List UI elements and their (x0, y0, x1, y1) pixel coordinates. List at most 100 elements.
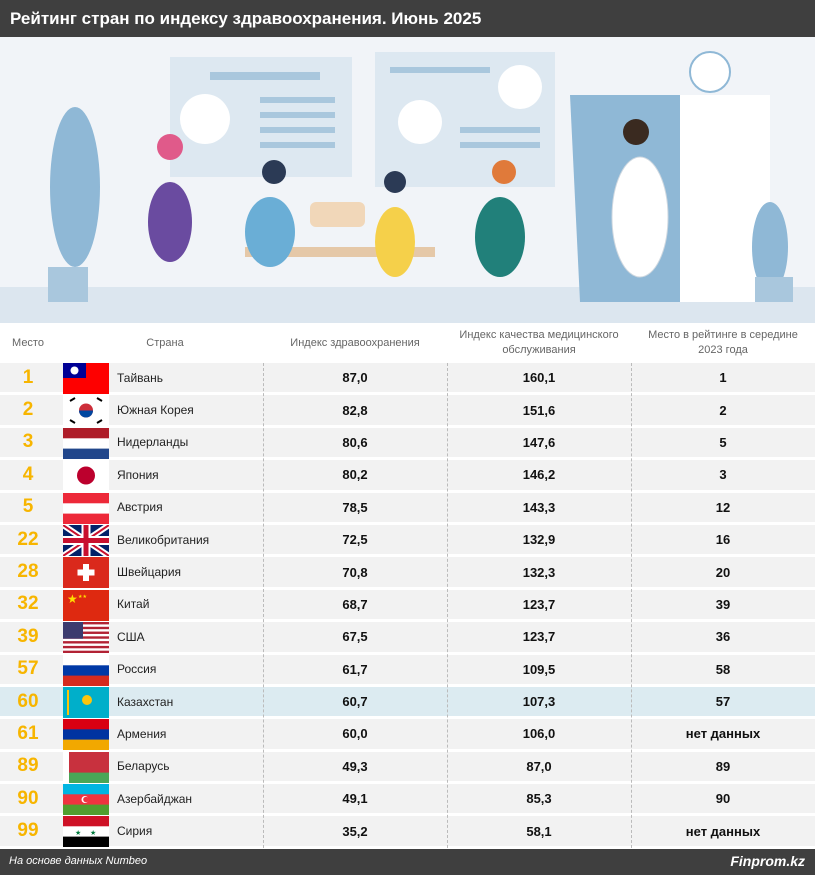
country-name: Азербайджан (117, 791, 193, 806)
column-divider (263, 363, 264, 848)
svg-text:★★: ★★ (78, 594, 87, 600)
table-row: 57 Россия 61,7 109,5 58 (0, 654, 815, 687)
table-row: 61 Армения 60,0 106,0 нет данных (0, 719, 815, 752)
header-country: Страна (146, 336, 184, 349)
japan-flag-icon (63, 460, 109, 492)
usa-flag-icon (63, 622, 109, 654)
country-name: Япония (117, 467, 159, 482)
prev-rank: нет данных (685, 726, 761, 742)
table-row: 60 Казахстан 60,7 107,3 57 (0, 686, 815, 720)
switzerland-flag-icon (63, 557, 109, 589)
quality-index: 146,2 (522, 467, 556, 483)
footer: На основе данных Numbeo Finprom.kz (0, 849, 815, 875)
rank: 22 (17, 528, 39, 550)
quality-index: 132,3 (522, 564, 556, 580)
table-row: 3 Нидерланды 80,6 147,6 5 (0, 427, 815, 461)
country-name: Швейцария (117, 565, 182, 580)
table-row: 2 Южная Корея 82,8 151,6 2 (0, 395, 815, 428)
quality-index: 107,3 (522, 694, 556, 710)
prev-rank: 12 (715, 499, 731, 515)
health-index: 80,6 (342, 434, 368, 450)
health-index: 78,5 (342, 499, 368, 515)
table-row: 89 Беларусь 49,3 87,0 89 (0, 751, 815, 785)
rank: 99 (17, 820, 39, 842)
health-index: 49,1 (342, 791, 368, 807)
svg-text:★: ★ (90, 829, 96, 837)
brand-logo: Finprom.kz (730, 853, 805, 869)
quality-index: 160,1 (522, 370, 556, 386)
country-name: Тайвань (117, 370, 163, 385)
kazakhstan-flag-icon (63, 686, 109, 718)
rank: 89 (17, 755, 39, 777)
source-note: На основе данных Numbeo (9, 855, 148, 867)
rank: 57 (17, 658, 39, 680)
quality-index: 147,6 (522, 434, 556, 450)
health-index: 70,8 (342, 564, 368, 580)
health-index: 72,5 (342, 532, 368, 548)
table-row: 28 Швейцария 70,8 132,3 20 (0, 557, 815, 590)
country-name: Россия (117, 662, 157, 677)
quality-index: 123,7 (522, 629, 556, 645)
rank: 90 (17, 787, 39, 809)
rank: 32 (17, 593, 39, 615)
prev-rank: 36 (715, 629, 731, 645)
rank: 61 (17, 722, 39, 744)
prev-rank: 3 (719, 467, 727, 483)
svg-text:★: ★ (67, 592, 78, 606)
health-index: 82,8 (342, 402, 368, 418)
table-row: 4 Япония 80,2 146,2 3 (0, 460, 815, 493)
column-divider (631, 363, 632, 848)
table-row: 5 Австрия 78,5 143,3 12 (0, 492, 815, 525)
column-divider (447, 363, 448, 848)
prev-rank: 5 (719, 434, 727, 450)
svg-text:★: ★ (75, 829, 81, 837)
country-name: Нидерланды (117, 435, 189, 450)
quality-index: 106,0 (522, 726, 556, 742)
prev-rank: 89 (715, 758, 731, 774)
rank: 3 (22, 431, 34, 453)
table-row: 99 ★ ★ Сирия 35,2 58,1 нет данных (0, 816, 815, 849)
prev-rank: 58 (715, 661, 731, 677)
quality-index: 87,0 (526, 758, 552, 774)
health-index: 68,7 (342, 596, 368, 612)
rank: 2 (22, 399, 34, 421)
prev-rank: нет данных (685, 823, 761, 839)
table-row: 1 Тайвань 87,0 160,1 1 (0, 363, 815, 396)
quality-index: 85,3 (526, 791, 552, 807)
quality-index: 132,9 (522, 532, 556, 548)
country-name: Армения (117, 726, 167, 741)
netherlands-flag-icon (63, 427, 109, 459)
armenia-flag-icon (63, 719, 109, 751)
china-flag-icon: ★ ★★ (63, 589, 109, 621)
prev-rank: 20 (715, 564, 731, 580)
country-name: Сирия (117, 824, 153, 839)
quality-index: 109,5 (522, 661, 556, 677)
belarus-flag-icon (63, 751, 109, 783)
prev-rank: 16 (715, 532, 731, 548)
rank: 39 (17, 625, 39, 647)
south-korea-flag-icon (63, 395, 109, 427)
quality-index: 58,1 (526, 823, 552, 839)
rank: 28 (17, 561, 39, 583)
prev-rank: 1 (719, 370, 727, 386)
health-index: 35,2 (342, 823, 368, 839)
country-name: Китай (117, 597, 150, 612)
prev-rank: 39 (715, 596, 731, 612)
page-title: Рейтинг стран по индексу здравоохранения… (0, 0, 815, 37)
taiwan-flag-icon (63, 363, 109, 394)
country-name: Южная Корея (117, 403, 194, 418)
prev-rank: 2 (719, 402, 727, 418)
quality-index: 151,6 (522, 402, 556, 418)
table-header: Место Страна Индекс здравоохранения Инде… (0, 323, 815, 363)
health-index: 49,3 (342, 758, 368, 774)
health-index: 80,2 (342, 467, 368, 483)
country-name: Австрия (117, 500, 163, 515)
rank: 60 (17, 690, 39, 712)
clinic-illustration (0, 37, 815, 323)
prev-rank: 57 (715, 694, 731, 710)
country-name: Казахстан (117, 694, 174, 709)
russia-flag-icon (63, 654, 109, 686)
uk-flag-icon (63, 524, 109, 556)
health-index: 60,7 (342, 694, 368, 710)
header-rank: Место (12, 336, 44, 349)
